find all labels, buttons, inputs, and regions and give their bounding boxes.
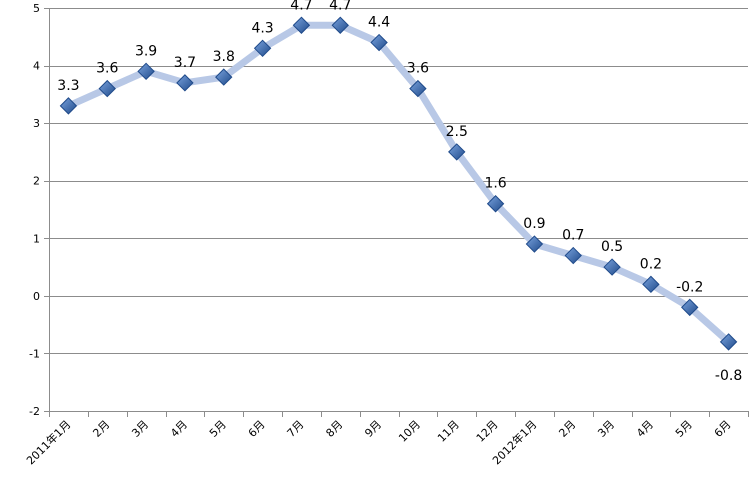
- x-tick-label: 6月: [712, 418, 734, 440]
- data-label: 4.4: [368, 15, 390, 31]
- data-point-marker: [59, 97, 78, 115]
- data-label: 0.2: [640, 256, 662, 272]
- data-label: 0.9: [523, 216, 545, 232]
- data-label: 4.7: [329, 0, 351, 13]
- data-label: -0.2: [676, 279, 703, 295]
- data-point-marker: [681, 298, 699, 317]
- data-label: 1.6: [484, 176, 506, 192]
- data-point-marker: [642, 275, 660, 294]
- data-point-marker: [448, 143, 466, 161]
- data-point-marker: [253, 39, 272, 58]
- x-tick-label: 7月: [285, 418, 307, 440]
- data-label: 0.7: [562, 228, 584, 244]
- data-point-marker: [292, 16, 311, 34]
- x-tick-label: 3月: [595, 418, 617, 440]
- series-line-layer: [64, 21, 733, 346]
- data-label: 3.3: [57, 78, 79, 94]
- y-tick-label: -2: [29, 405, 40, 418]
- x-tick-label: 6月: [246, 418, 268, 440]
- y-tick-label: 5: [33, 2, 40, 15]
- data-labels-layer: 3.3 3.6 3.9 3.7 3.8 4.3 4.7 4.7 4.4 3.6 2.5 1.6 0.9 0…: [57, 0, 742, 384]
- x-tick-label: 4月: [168, 418, 190, 440]
- y-tick-label: 4: [33, 60, 40, 73]
- x-tick-label: 2月: [556, 418, 578, 440]
- data-point-marker: [564, 246, 582, 265]
- data-label: 3.8: [213, 49, 235, 65]
- x-tick-label: 2月: [90, 418, 112, 440]
- x-tick-label: 3月: [129, 418, 151, 440]
- data-label: 4.7: [290, 0, 312, 13]
- data-point-marker: [370, 33, 388, 52]
- data-point-marker: [719, 333, 738, 351]
- data-point-marker: [603, 258, 621, 276]
- x-tick-label: 12月: [474, 418, 501, 445]
- x-tick-label: 5月: [673, 418, 695, 440]
- data-point-marker: [409, 79, 427, 98]
- data-label: 2.5: [446, 124, 468, 140]
- data-label: 3.7: [174, 55, 196, 71]
- markers-layer: [59, 16, 738, 351]
- data-label: 0.5: [601, 239, 623, 255]
- x-tick-label: 4月: [634, 418, 656, 440]
- y-tick-label: -1: [29, 347, 40, 360]
- y-tick-label: 0: [33, 290, 40, 303]
- y-tick-label: 1: [33, 232, 40, 245]
- data-point-marker: [331, 16, 349, 34]
- data-label: 3.9: [135, 43, 157, 59]
- data-point-marker: [215, 68, 233, 86]
- data-label: 3.6: [407, 61, 429, 77]
- gridlines: [49, 8, 748, 412]
- data-label: 4.3: [251, 20, 273, 36]
- y-tick-label: 2: [33, 175, 40, 188]
- data-label: 3.6: [96, 61, 118, 77]
- data-point-marker: [98, 79, 116, 98]
- y-axis-ticks: -2 -1 0 1 2 3 4 5: [29, 2, 40, 418]
- axes: [44, 8, 749, 417]
- x-tick-label: 9月: [362, 418, 384, 440]
- data-point-marker: [525, 235, 544, 253]
- data-label: -0.8: [715, 368, 742, 384]
- y-tick-label: 3: [33, 117, 40, 130]
- x-tick-label: 8月: [323, 418, 345, 440]
- x-tick-label: 5月: [207, 418, 229, 440]
- x-tick-label: 10月: [396, 418, 423, 445]
- x-tick-label: 2011年1月: [23, 417, 73, 467]
- data-point-marker: [137, 62, 155, 81]
- data-point-marker: [486, 195, 505, 213]
- data-point-marker: [176, 74, 194, 92]
- series-line: [64, 21, 733, 346]
- x-tick-label: 11月: [435, 418, 462, 445]
